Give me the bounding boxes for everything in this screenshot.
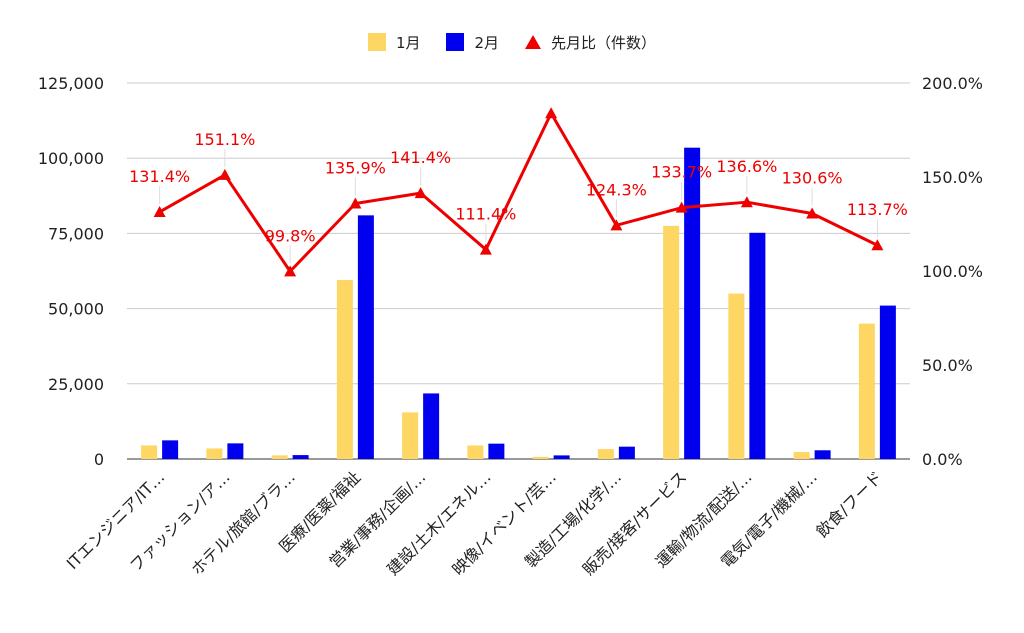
ratio-line [158, 111, 879, 273]
ratio-data-label: 99.8% [265, 226, 316, 245]
bar-jan [663, 225, 680, 459]
ratio-point [740, 196, 753, 208]
y-right-tick-label: 150.0% [922, 168, 983, 187]
ratio-point [479, 243, 492, 255]
bar-feb [357, 215, 374, 459]
bar-jan [206, 448, 223, 459]
y-left-tick-label: 50,000 [48, 300, 104, 319]
y-right-tick-label: 100.0% [922, 262, 983, 281]
bar-jan [597, 449, 614, 459]
ratio-data-label: 130.6% [782, 168, 843, 187]
ratio-data-label: 113.7% [847, 200, 908, 219]
bar-jan [141, 445, 158, 459]
bar-feb [553, 455, 570, 459]
legend-item-ratio: 先月比（件数） [525, 32, 656, 53]
chart-legend: 1月 2月 先月比（件数） [0, 28, 1024, 56]
bar-feb [618, 446, 635, 459]
ratio-data-label: 131.4% [129, 167, 190, 186]
bar-feb [684, 147, 701, 459]
bar-feb [292, 455, 309, 459]
bar-jan [336, 280, 353, 459]
y-right-tick-label: 50.0% [922, 356, 973, 375]
ratio-point [284, 265, 297, 277]
ratio-point [218, 168, 231, 180]
bar-feb [879, 305, 896, 459]
ratio-data-label: 135.9% [325, 159, 386, 178]
bar-jan [728, 293, 745, 459]
ratio-point [349, 197, 362, 209]
ratio-data-label: 111.4% [455, 205, 516, 224]
legend-swatch-feb [446, 33, 465, 51]
legend-triangle-icon [525, 35, 542, 49]
ratio-point [610, 219, 623, 231]
bar-jan [793, 452, 810, 459]
ratio-data-label: 124.3% [586, 180, 647, 199]
y-right-tick-label: 0.0% [922, 450, 963, 469]
bar-jan [402, 412, 419, 459]
bar-feb [814, 450, 831, 459]
bar-feb [162, 440, 179, 459]
ratio-point [153, 205, 166, 217]
bar-feb [423, 393, 440, 459]
ratio-point [545, 107, 558, 119]
y-left-tick-label: 125,000 [38, 74, 104, 93]
ratio-point [414, 187, 427, 199]
bar-jan [858, 323, 875, 459]
legend-swatch-jan [367, 33, 386, 51]
y-left-tick-label: 0 [94, 450, 104, 469]
legend-label-jan: 1月 [395, 33, 421, 52]
y-left-tick-label: 75,000 [48, 224, 104, 243]
bar-jan [271, 455, 288, 459]
ratio-data-label: 133.7% [651, 163, 712, 182]
x-category-label: 飲食/フード [812, 467, 886, 541]
ratio-data-label: 151.1% [194, 130, 255, 149]
bar-feb [227, 443, 244, 459]
y-right-tick-label: 200.0% [922, 74, 983, 93]
bar-jan [532, 456, 549, 459]
bar-feb [488, 443, 505, 459]
legend-item-jan: 1月 [367, 32, 421, 53]
ratio-data-label: 141.4% [390, 148, 451, 167]
legend-label-feb: 2月 [474, 33, 500, 52]
ratio-point [675, 201, 688, 213]
legend-item-feb: 2月 [446, 32, 499, 53]
ratio-point [871, 239, 884, 251]
ratio-data-label: 136.6% [716, 157, 777, 176]
bar-feb [749, 232, 766, 459]
bar-jan [467, 445, 484, 459]
ratio-point [806, 207, 819, 219]
y-left-tick-label: 25,000 [48, 375, 104, 394]
y-left-tick-label: 100,000 [38, 149, 104, 168]
legend-label-ratio: 先月比（件数） [551, 33, 657, 52]
